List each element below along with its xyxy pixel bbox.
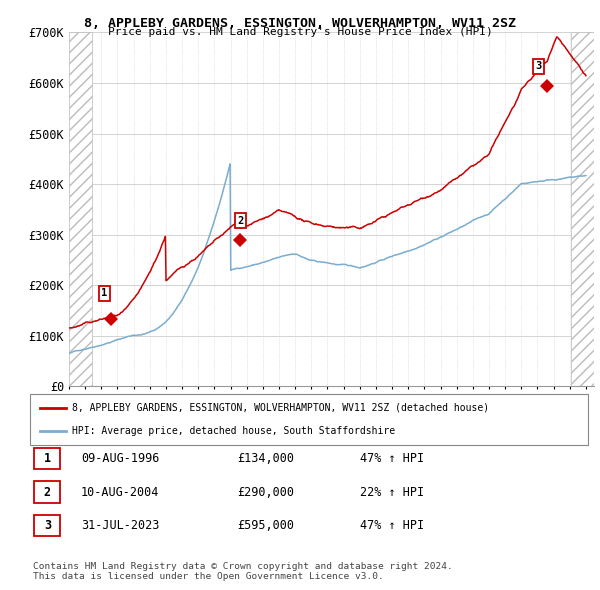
Text: 2: 2 xyxy=(44,486,51,499)
FancyBboxPatch shape xyxy=(34,448,61,469)
Bar xyxy=(69,32,92,386)
FancyBboxPatch shape xyxy=(30,394,588,445)
Text: 31-JUL-2023: 31-JUL-2023 xyxy=(81,519,160,532)
Bar xyxy=(571,32,594,386)
Text: 47% ↑ HPI: 47% ↑ HPI xyxy=(360,519,424,532)
Text: 10-AUG-2004: 10-AUG-2004 xyxy=(81,486,160,499)
FancyBboxPatch shape xyxy=(34,515,61,536)
FancyBboxPatch shape xyxy=(34,481,61,503)
Text: 3: 3 xyxy=(44,519,51,532)
Text: 47% ↑ HPI: 47% ↑ HPI xyxy=(360,452,424,465)
Text: 8, APPLEBY GARDENS, ESSINGTON, WOLVERHAMPTON, WV11 2SZ: 8, APPLEBY GARDENS, ESSINGTON, WOLVERHAM… xyxy=(84,17,516,30)
Text: 1: 1 xyxy=(101,289,107,299)
Text: 3: 3 xyxy=(536,61,542,71)
Text: £134,000: £134,000 xyxy=(237,452,294,465)
Text: 22% ↑ HPI: 22% ↑ HPI xyxy=(360,486,424,499)
Text: Contains HM Land Registry data © Crown copyright and database right 2024.
This d: Contains HM Land Registry data © Crown c… xyxy=(33,562,453,581)
Text: 2: 2 xyxy=(237,215,244,225)
Text: £290,000: £290,000 xyxy=(237,486,294,499)
Text: Price paid vs. HM Land Registry's House Price Index (HPI): Price paid vs. HM Land Registry's House … xyxy=(107,27,493,37)
Text: 09-AUG-1996: 09-AUG-1996 xyxy=(81,452,160,465)
Text: 8, APPLEBY GARDENS, ESSINGTON, WOLVERHAMPTON, WV11 2SZ (detached house): 8, APPLEBY GARDENS, ESSINGTON, WOLVERHAM… xyxy=(72,402,489,412)
Text: £595,000: £595,000 xyxy=(237,519,294,532)
Text: HPI: Average price, detached house, South Staffordshire: HPI: Average price, detached house, Sout… xyxy=(72,427,395,437)
Text: 1: 1 xyxy=(44,452,51,465)
